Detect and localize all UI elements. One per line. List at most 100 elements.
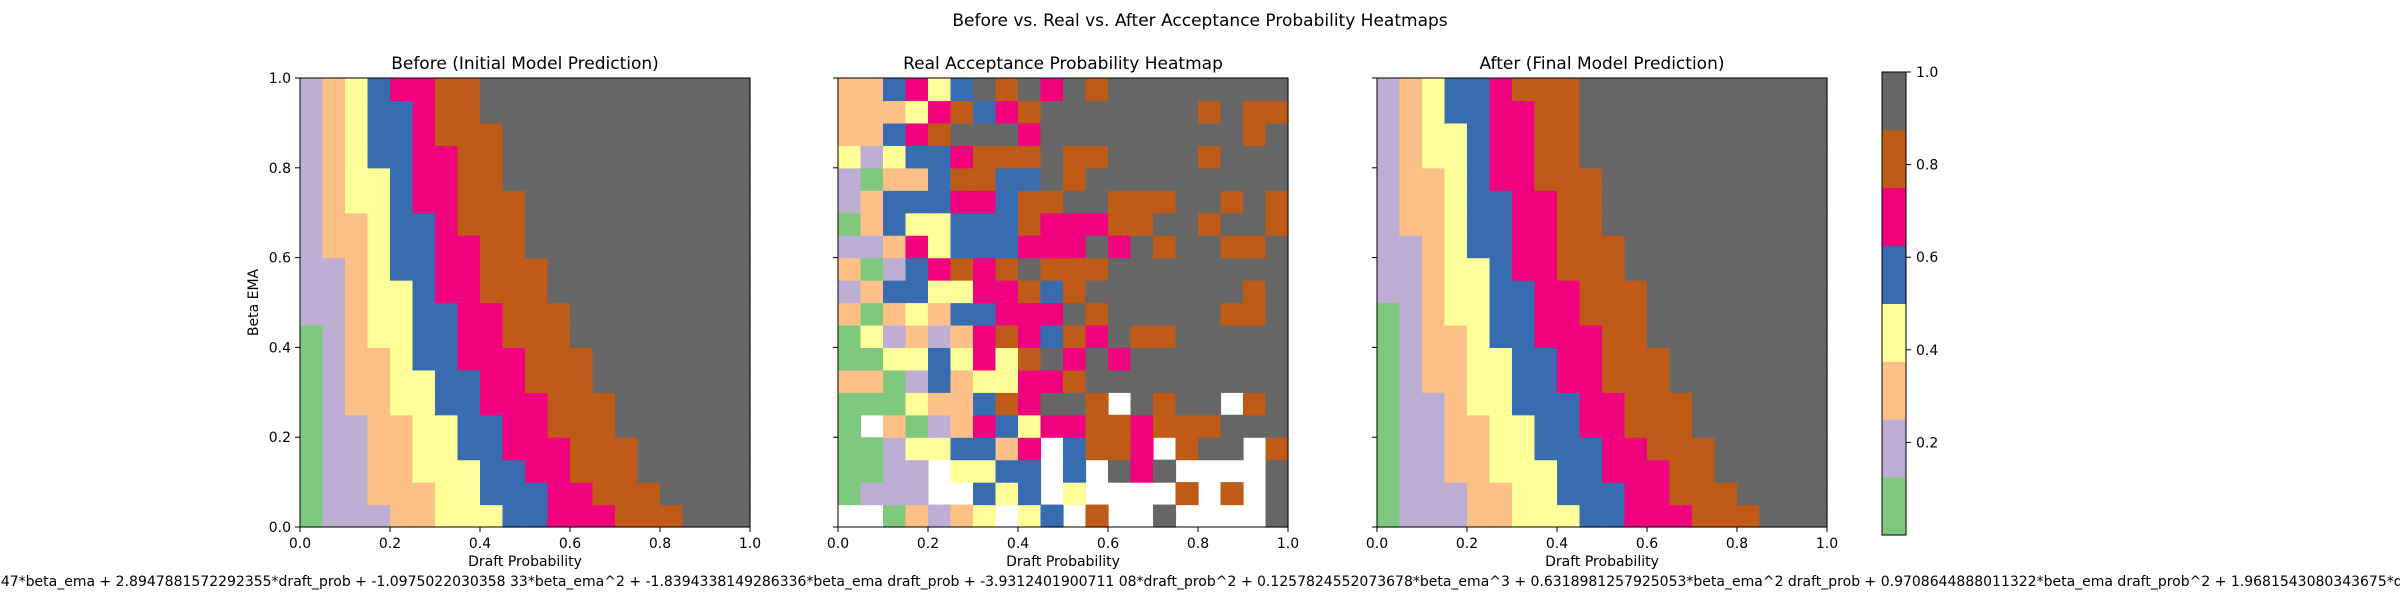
colorbar-segment xyxy=(1882,477,1906,536)
heatmap-cell xyxy=(883,280,907,304)
heatmap-cell xyxy=(502,437,526,461)
heatmap-cell xyxy=(1714,78,1738,102)
heatmap-cell xyxy=(1108,280,1132,304)
heatmap-cell xyxy=(1804,392,1828,416)
heatmap-cell xyxy=(1422,437,1446,461)
heatmap-cell xyxy=(1063,235,1087,259)
heatmap-cell xyxy=(1692,504,1716,528)
heatmap-cell xyxy=(322,235,346,259)
heatmap-cell xyxy=(435,190,459,214)
heatmap-cell xyxy=(1444,167,1468,191)
heatmap-cell xyxy=(1534,280,1558,304)
heatmap-cell xyxy=(1444,347,1468,371)
heatmap-cell xyxy=(705,78,729,102)
heatmap-cell xyxy=(860,145,884,169)
heatmap-cell xyxy=(928,190,952,214)
heatmap-cell xyxy=(1422,78,1446,102)
heatmap-cell xyxy=(1040,504,1064,528)
heatmap-cell xyxy=(950,122,974,146)
heatmap-cell xyxy=(1602,145,1626,169)
heatmap-cell xyxy=(592,324,616,348)
heatmap-cell xyxy=(1467,347,1491,371)
heatmap-cell xyxy=(705,235,729,259)
heatmap-cell xyxy=(1512,437,1536,461)
heatmap-cell xyxy=(1422,482,1446,506)
heatmap-cell xyxy=(1602,122,1626,146)
heatmap-cell xyxy=(1602,167,1626,191)
heatmap-cell xyxy=(322,212,346,236)
heatmap-cell xyxy=(1669,324,1693,348)
heatmap-cell xyxy=(345,482,369,506)
heatmap-cell xyxy=(345,369,369,393)
heatmap-cell xyxy=(1265,100,1289,124)
heatmap-cell xyxy=(1063,122,1087,146)
heatmap-cell xyxy=(1692,280,1716,304)
heatmap-cell xyxy=(1489,347,1513,371)
heatmap-cell xyxy=(860,437,884,461)
heatmap-cell xyxy=(1602,100,1626,124)
heatmap-cell xyxy=(928,369,952,393)
heatmap-cell xyxy=(1579,235,1603,259)
heatmap-cell xyxy=(525,78,549,102)
heatmap-cell xyxy=(615,414,639,438)
heatmap-cell xyxy=(1108,100,1132,124)
heatmap-cell xyxy=(300,347,324,371)
heatmap-cell xyxy=(1737,257,1761,281)
heatmap-cell xyxy=(322,347,346,371)
heatmap-cell xyxy=(1602,504,1626,528)
heatmap-cell xyxy=(1063,459,1087,483)
heatmap-cell xyxy=(367,100,391,124)
heatmap-cell xyxy=(1714,482,1738,506)
heatmap-cell xyxy=(1692,482,1716,506)
heatmap-cell xyxy=(480,392,504,416)
heatmap-cell xyxy=(412,235,436,259)
heatmap-cell xyxy=(973,257,997,281)
heatmap-cell xyxy=(367,122,391,146)
colorbar-tick-label: 0.8 xyxy=(1916,158,1938,174)
heatmap-cell xyxy=(1489,369,1513,393)
heatmap-cell xyxy=(1265,324,1289,348)
heatmap-cell xyxy=(435,302,459,326)
heatmap-cell xyxy=(1198,167,1222,191)
heatmap-cell xyxy=(390,392,414,416)
heatmap-cell xyxy=(1018,482,1042,506)
heatmap-cell xyxy=(1063,437,1087,461)
heatmap-cell xyxy=(1399,324,1423,348)
heatmap-cell xyxy=(322,302,346,326)
heatmap-cell xyxy=(1579,392,1603,416)
heatmap-cell xyxy=(480,459,504,483)
heatmap-cell xyxy=(995,122,1019,146)
heatmap-cell xyxy=(390,190,414,214)
heatmap-cell xyxy=(1759,78,1783,102)
heatmap-cell xyxy=(905,324,929,348)
heatmap-cell xyxy=(1063,190,1087,214)
heatmap-cell xyxy=(1377,145,1401,169)
heatmap-cell xyxy=(1422,167,1446,191)
heatmap-cell xyxy=(480,437,504,461)
heatmap-cell xyxy=(435,122,459,146)
heatmap-cell xyxy=(995,482,1019,506)
heatmap-cell xyxy=(682,280,706,304)
heatmap-cell xyxy=(615,302,639,326)
heatmap-cell xyxy=(727,122,751,146)
heatmap-cell xyxy=(592,167,616,191)
heatmap-cell xyxy=(1377,437,1401,461)
heatmap-cell xyxy=(1198,302,1222,326)
heatmap-cell xyxy=(1804,324,1828,348)
heatmap-cell xyxy=(905,369,929,393)
heatmap-cell xyxy=(1040,100,1064,124)
heatmap-cell xyxy=(1377,347,1401,371)
heatmap-cell xyxy=(1399,482,1423,506)
heatmap-cell xyxy=(1512,280,1536,304)
heatmap-cell xyxy=(838,392,862,416)
heatmap-cell xyxy=(705,280,729,304)
y-axis-label: Beta EMA xyxy=(246,268,262,336)
heatmap-cell xyxy=(860,302,884,326)
heatmap-cell xyxy=(1108,235,1132,259)
heatmap-cell xyxy=(1512,392,1536,416)
heatmap-cell xyxy=(1108,78,1132,102)
heatmap-cell xyxy=(1714,145,1738,169)
heatmap-cell xyxy=(592,190,616,214)
heatmap-cell xyxy=(1624,347,1648,371)
heatmap-cell xyxy=(502,235,526,259)
